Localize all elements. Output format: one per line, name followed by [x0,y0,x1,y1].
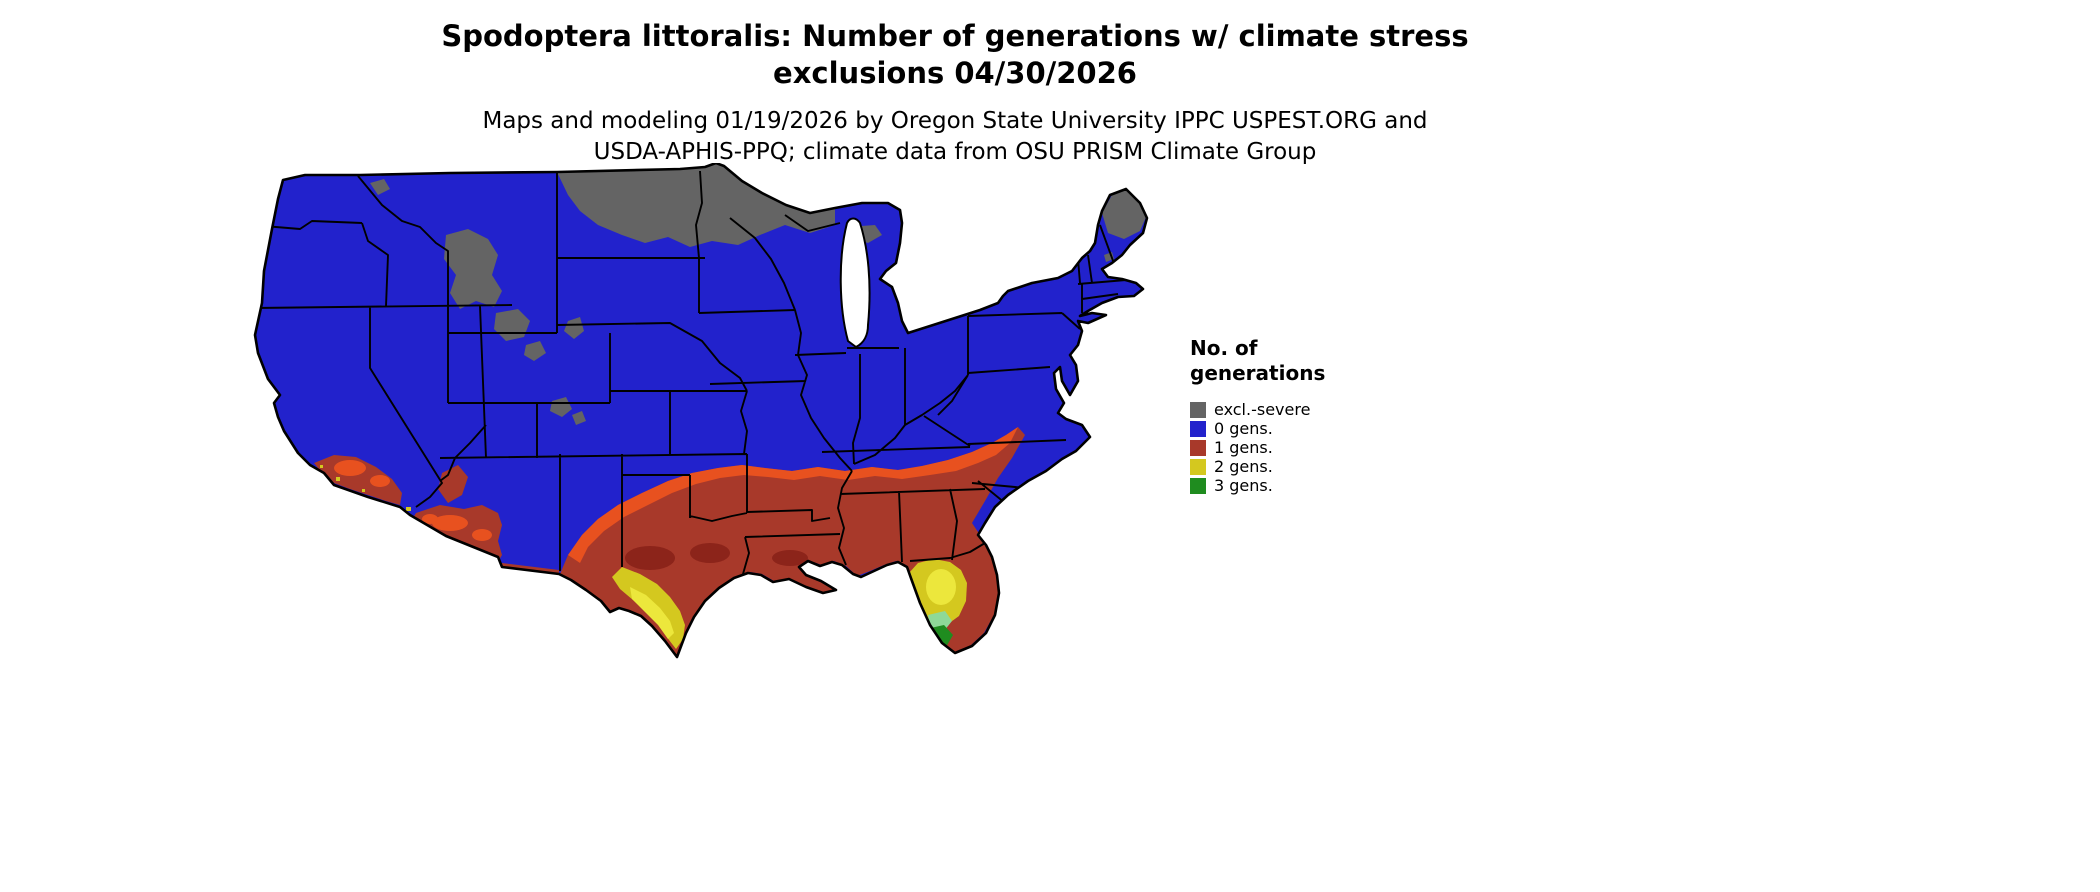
legend-title: No. of generations [1190,336,1390,386]
legend-item-2-gens: 2 gens. [1190,457,1390,476]
legend-label-1-gens: 1 gens. [1214,438,1273,457]
lake-michigan [839,217,871,349]
us-generations-map [250,163,1160,665]
legend-item-3-gens: 3 gens. [1190,476,1390,495]
legend-items: excl.-severe 0 gens. 1 gens. 2 gens. 3 g… [1190,400,1390,495]
title-line-1: Spodoptera littoralis: Number of generat… [441,19,1469,53]
legend-swatch-0-gens [1190,420,1206,437]
title-line-2: exclusions 04/30/2026 [773,56,1137,91]
legend-swatch-excl-severe [1190,401,1206,418]
legend-swatch-3-gens [1190,477,1206,494]
legend-title-line-1: No. of [1190,336,1258,360]
subtitle-line-1: Maps and modeling 01/19/2026 by Oregon S… [482,108,1428,135]
legend-item-1-gens: 1 gens. [1190,438,1390,457]
legend-label-0-gens: 0 gens. [1214,419,1273,438]
legend-label-excl-severe: excl.-severe [1214,400,1311,419]
map-region-3-gens [672,625,958,657]
legend-label-3-gens: 3 gens. [1214,476,1273,495]
page-subtitle: Maps and modeling 01/19/2026 by Oregon S… [0,106,1910,169]
legend-label-2-gens: 2 gens. [1214,457,1273,476]
map-header: Spodoptera littoralis: Number of generat… [0,18,1910,169]
map-hot-yellow [630,569,956,639]
page-title: Spodoptera littoralis: Number of generat… [0,18,1910,92]
legend-item-0-gens: 0 gens. [1190,419,1390,438]
map-coastal-green [928,611,952,631]
state-boundaries [255,170,1127,575]
map-texture-dark-red [625,543,808,570]
map-raster-layers [255,163,1147,657]
legend-swatch-1-gens [1190,439,1206,456]
us-outline [253,163,1149,659]
legend-swatch-2-gens [1190,458,1206,475]
us-map-svg [253,163,1149,659]
map-legend: No. of generations excl.-severe 0 gens. … [1190,336,1390,495]
legend-item-excl-severe: excl.-severe [1190,400,1390,419]
map-transition-band [334,427,1018,563]
legend-title-line-2: generations [1190,361,1326,385]
subtitle-line-2: USDA-APHIS-PPQ; climate data from OSU PR… [593,139,1317,166]
